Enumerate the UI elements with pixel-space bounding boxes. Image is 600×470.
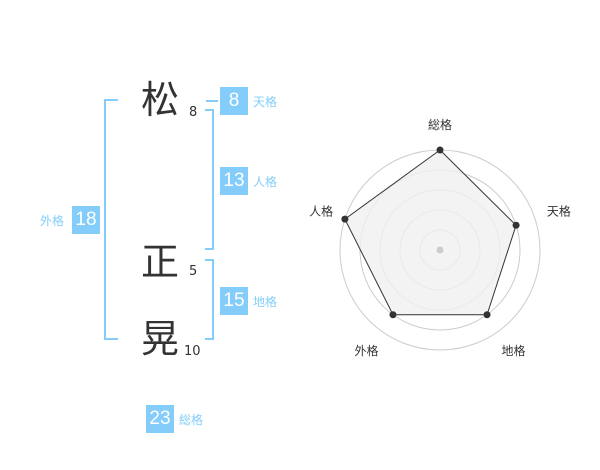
jinkaku-value: 13	[220, 167, 248, 195]
soukaku-value: 23	[146, 405, 174, 433]
stroke-count-3: 10	[184, 344, 201, 359]
name-char-1: 松	[140, 78, 179, 122]
chikaku-value: 15	[220, 287, 248, 315]
radar-point	[389, 311, 397, 319]
radar-axis-label: 地格	[501, 343, 525, 358]
radar-axis-label: 人格	[309, 203, 333, 218]
chikaku-label: 地格	[253, 295, 278, 309]
radar-point	[341, 215, 349, 223]
radar-point	[512, 221, 520, 229]
name-char-3: 晃	[140, 317, 179, 361]
soukaku-label: 総格	[179, 413, 204, 427]
radar-center	[436, 246, 444, 254]
jinkaku-label: 人格	[253, 175, 278, 189]
name-char-2: 正	[140, 240, 179, 284]
gaikaku-value: 18	[72, 206, 100, 234]
radar-point	[483, 311, 491, 319]
radar-axis-label: 天格	[547, 203, 571, 218]
tenkaku-label: 天格	[253, 95, 278, 109]
radar-axis-label: 総格	[428, 117, 452, 132]
tenkaku-value: 8	[220, 87, 248, 115]
stroke-count-1: 8	[189, 105, 198, 120]
radar-area	[344, 149, 517, 316]
stroke-count-2: 5	[189, 264, 198, 279]
radar-point	[436, 146, 444, 154]
radar-axis-label: 外格	[355, 343, 379, 358]
gaikaku-label: 外格	[40, 214, 65, 228]
